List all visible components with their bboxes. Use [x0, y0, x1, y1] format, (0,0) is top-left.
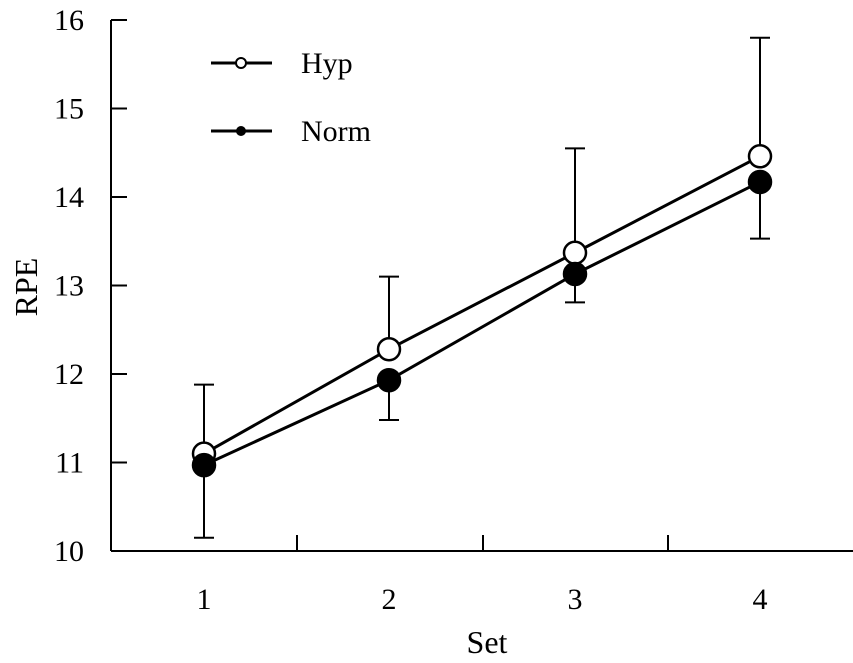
series-line-norm	[203, 180, 761, 467]
data-point-hyp	[562, 240, 588, 266]
series-lines	[203, 154, 761, 467]
data-point-hyp	[747, 144, 773, 169]
legend-label-norm: Norm	[301, 115, 371, 148]
x-axis-label: Set	[467, 624, 508, 660]
axes	[110, 20, 853, 552]
legend-label-hyp: Hyp	[301, 47, 353, 80]
legend-marker-norm	[236, 126, 246, 136]
series-line-hyp	[203, 154, 761, 455]
y-axis-label: RPE	[8, 258, 44, 317]
x-tick-label: 2	[382, 583, 397, 616]
y-tick-label: 15	[54, 93, 84, 126]
data-point-norm	[376, 367, 402, 393]
data-point-norm	[191, 452, 217, 478]
data-point-norm	[747, 169, 773, 195]
data-points	[191, 144, 773, 478]
y-tick-label: 11	[55, 447, 84, 480]
data-point-norm	[562, 261, 588, 287]
legend-marker-hyp	[235, 57, 247, 69]
y-tick-label: 14	[54, 181, 84, 214]
x-tick-label: 3	[568, 583, 583, 616]
y-tick-label: 10	[54, 535, 84, 568]
legend: Hyp Norm	[211, 47, 371, 148]
x-tick-label: 1	[197, 583, 212, 616]
error-bars	[194, 36, 770, 539]
y-tick-label: 12	[54, 358, 84, 391]
y-tick-label: 16	[54, 4, 84, 37]
y-tick-label: 13	[54, 270, 84, 303]
data-point-hyp	[376, 336, 402, 362]
x-tick-label: 4	[753, 583, 768, 616]
